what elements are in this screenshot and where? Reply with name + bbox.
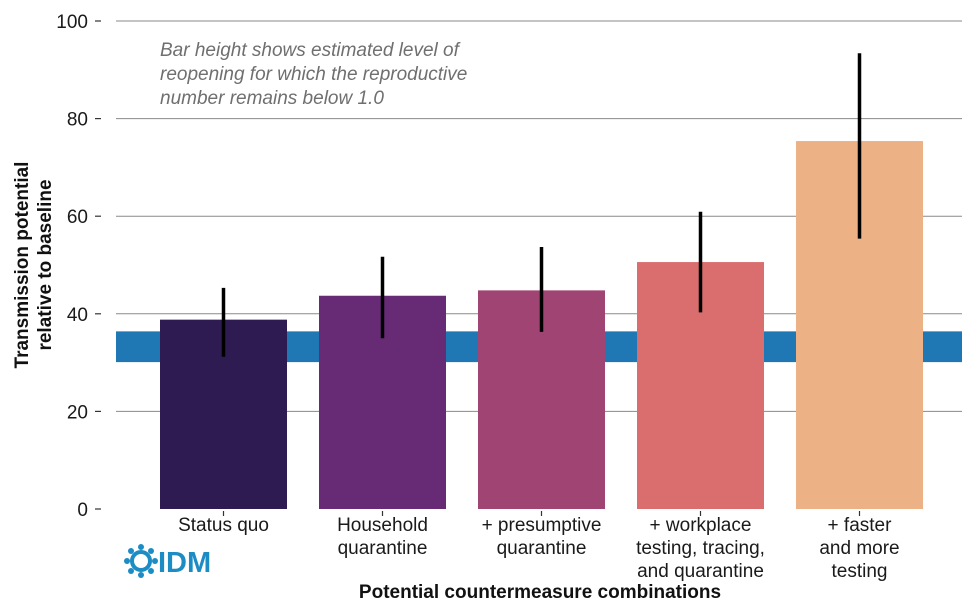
x-tick-label-line: quarantine (338, 538, 428, 559)
x-tick-label-line: + presumptive (482, 515, 602, 536)
x-tick-label: Household quarantine (337, 515, 428, 559)
y-tick-label: 0 (77, 500, 88, 521)
y-tick-label: 40 (67, 305, 88, 326)
annotation-line: number remains below 1.0 (160, 88, 384, 109)
y-axis-title: Transmission potential relative to baseli… (12, 162, 56, 369)
x-tick-label-line: + faster (828, 515, 893, 536)
x-tick-label-line: + workplace (650, 515, 752, 536)
idm-logo-text: IDM (158, 547, 211, 579)
annotation-line: Bar height shows estimated level of (160, 40, 461, 61)
x-tick-label-line: quarantine (497, 538, 587, 559)
x-tick-label-line: Status quo (178, 515, 269, 536)
y-tick-label: 60 (67, 207, 88, 228)
y-tick-label: 100 (56, 12, 88, 33)
y-tick-label: 80 (67, 110, 88, 131)
x-tick-label-line: and quarantine (637, 561, 764, 582)
idm-logo-mark-icon (124, 544, 158, 578)
x-tick-label: + faster and more testing (819, 515, 899, 582)
y-axis-title-line: Transmission potential (12, 162, 33, 369)
y-tick-label: 20 (67, 402, 88, 423)
chart-annotation: Bar height shows estimated level of reope… (160, 40, 467, 109)
x-axis-title: Potential countermeasure combinations (359, 582, 721, 603)
y-axis-title-line: relative to baseline (35, 179, 56, 350)
x-tick-label-line: testing (832, 561, 888, 582)
x-tick-label-line: and more (819, 538, 899, 559)
x-tick-label-line: Household (337, 515, 428, 536)
x-tick-label: + presumptive quarantine (482, 515, 602, 559)
idm-logo: IDM (124, 544, 211, 579)
x-tick-label-line: testing, tracing, (636, 538, 765, 559)
x-tick-label: + workplace testing, tracing, and quaranti… (636, 515, 765, 582)
annotation-line: reopening for which the reproductive (160, 64, 467, 85)
x-tick-label: Status quo (178, 515, 269, 536)
